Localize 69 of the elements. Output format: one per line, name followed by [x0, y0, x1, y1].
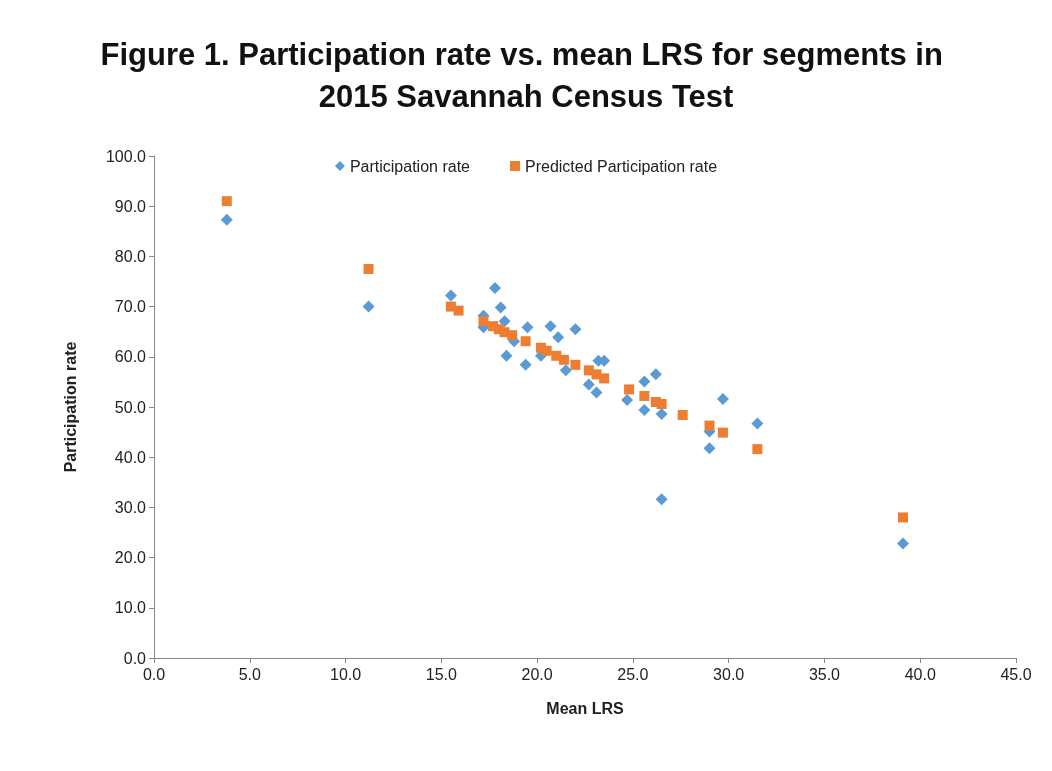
point — [677, 410, 688, 421]
point — [559, 364, 572, 377]
point — [751, 417, 764, 430]
point — [656, 398, 667, 409]
y-tick-label: 60.0 — [114, 348, 147, 366]
point — [624, 384, 635, 395]
x-tick-label: 5.0 — [238, 665, 261, 683]
point — [638, 375, 651, 388]
point — [519, 358, 532, 371]
point — [599, 373, 610, 384]
point — [488, 282, 501, 295]
y-tick-label: 40.0 — [114, 448, 147, 466]
y-tick-label: 0.0 — [123, 649, 147, 667]
x-axis-title: Mean LRS — [546, 699, 624, 717]
point — [752, 444, 763, 455]
point — [621, 393, 634, 406]
point — [558, 354, 569, 365]
x-tick-label: 0.0 — [142, 665, 166, 683]
point — [639, 390, 650, 401]
point — [704, 420, 715, 431]
point — [638, 404, 651, 417]
x-tick-label: 25.0 — [617, 665, 649, 683]
point — [494, 301, 507, 314]
point — [897, 512, 908, 523]
point — [520, 336, 531, 347]
x-tick-label: 35.0 — [808, 665, 841, 683]
point — [500, 349, 513, 362]
point — [444, 289, 457, 302]
point — [570, 359, 581, 370]
y-tick-label: 100.0 — [105, 147, 147, 165]
point — [717, 427, 728, 438]
x-tick-label: 30.0 — [713, 665, 745, 683]
point — [655, 493, 668, 506]
chart-title: Figure 1. Participation rate vs. mean LRS for segments in 2015 Savannah Census Test — [100, 36, 952, 114]
x-tick-label: 20.0 — [521, 665, 553, 683]
y-tick-label: 50.0 — [114, 398, 147, 416]
x-tick-label: 15.0 — [425, 665, 458, 683]
point — [453, 305, 464, 316]
y-axis-title: Participation rate — [61, 341, 79, 473]
point — [655, 408, 668, 421]
point — [552, 331, 565, 344]
x-tick-label: 40.0 — [904, 665, 936, 683]
legend-label: Participation rate — [349, 157, 471, 175]
point — [362, 300, 375, 313]
point — [590, 386, 603, 399]
y-tick-label: 80.0 — [114, 247, 147, 265]
y-tick-label: 90.0 — [114, 197, 147, 215]
point — [582, 378, 595, 391]
point — [544, 320, 557, 333]
x-tick-label: 45.0 — [1000, 665, 1032, 683]
point — [363, 263, 374, 274]
point — [221, 196, 232, 207]
point — [521, 321, 534, 334]
x-tick-label: 10.0 — [329, 665, 362, 683]
point — [507, 330, 518, 341]
point — [541, 345, 552, 356]
legend-label: Predicted Participation rate — [524, 157, 718, 175]
point — [569, 323, 582, 336]
point — [649, 368, 662, 381]
point — [220, 213, 233, 226]
y-tick-label: 20.0 — [114, 549, 147, 567]
point — [478, 316, 489, 327]
y-tick-label: 70.0 — [114, 298, 147, 316]
y-tick-label: 10.0 — [114, 599, 147, 617]
y-tick-label: 30.0 — [114, 498, 147, 516]
point — [703, 442, 716, 455]
point — [896, 537, 909, 550]
point — [498, 315, 511, 328]
point — [716, 392, 729, 405]
